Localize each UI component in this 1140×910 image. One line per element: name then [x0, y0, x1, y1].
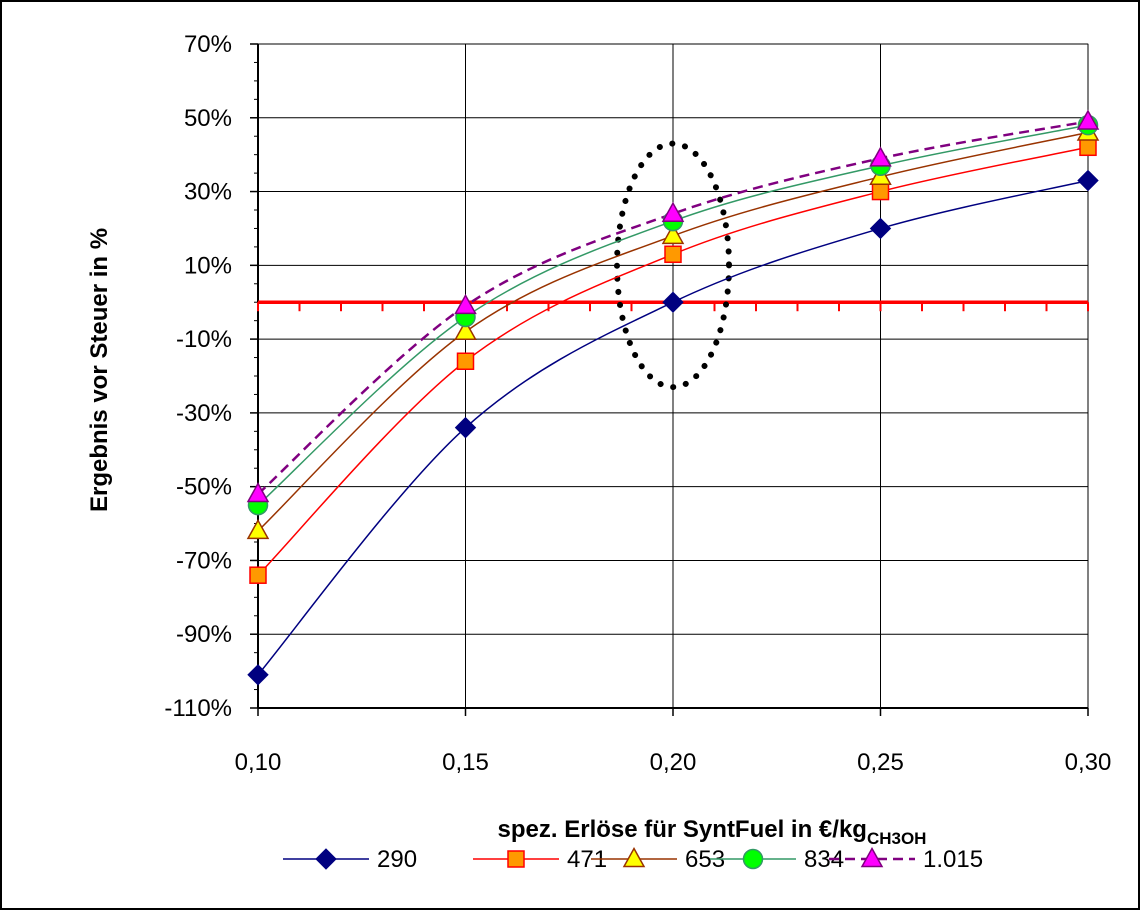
- marker-471: [249, 566, 267, 584]
- series-line-290: [257, 179, 1089, 676]
- annotation-dotted-ellipse: [614, 140, 732, 391]
- legend-item-1.015: 1.015: [829, 846, 983, 873]
- marker-290: [869, 217, 892, 240]
- legend-marker: [622, 846, 646, 868]
- marker-290: [662, 291, 684, 313]
- y-tick-label: -110%: [164, 695, 232, 722]
- legend-item-290: 290: [283, 846, 417, 873]
- legend: 290 471 653 834 1.015: [283, 846, 983, 873]
- y-tick-label: 50%: [184, 105, 232, 132]
- y-tick-label: -90%: [176, 621, 232, 648]
- legend-marker: [860, 846, 884, 868]
- marker-653: [246, 518, 270, 540]
- marker-471: [1079, 138, 1097, 157]
- x-axis-title: spez. Erlöse für SyntFuel in €/kgCH3OH: [498, 816, 927, 848]
- series-line-653: [257, 131, 1089, 532]
- y-tick-labels: -110% -90% -70% -50% -30% -10% 10% 30% 50% 70%: [164, 31, 232, 722]
- y-tick-label: 10%: [184, 252, 232, 279]
- x-tick-label: 0,10: [235, 749, 282, 776]
- marker-1.015: [661, 201, 685, 222]
- legend-marker: [315, 848, 337, 870]
- legend-label: 290: [377, 846, 417, 873]
- y-tick-label: -70%: [176, 547, 232, 574]
- marker-471: [871, 182, 890, 201]
- legend-item-653: 653: [591, 846, 725, 873]
- x-axis-title-subscript: CH3OH: [867, 829, 927, 848]
- x-tick-label: 0,30: [1065, 749, 1112, 776]
- legend-item-834: 834: [710, 846, 844, 873]
- legend-marker: [507, 850, 525, 868]
- y-axis-title: Ergebnis vor Steuer in %: [86, 228, 113, 512]
- marker-471: [664, 245, 682, 264]
- marker-1.015: [454, 293, 477, 315]
- series-line-471: [257, 146, 1089, 576]
- x-tick-labels: 0,10 0,15 0,20 0,25 0,30: [235, 749, 1112, 776]
- y-tick-label: 70%: [184, 31, 232, 58]
- marker-290: [1077, 169, 1099, 192]
- legend-label: 1.015: [923, 846, 983, 873]
- annotation-ellipse: [614, 140, 732, 391]
- marker-290: [454, 416, 477, 439]
- y-tick-label: -10%: [176, 326, 232, 353]
- marker-653: [661, 223, 685, 245]
- marker-1.015: [1076, 109, 1100, 130]
- series-markers: [246, 109, 1100, 686]
- marker-471: [456, 352, 475, 370]
- y-tick-label: -50%: [176, 474, 232, 501]
- y-tick-label: -30%: [176, 400, 232, 427]
- x-tick-label: 0,20: [650, 749, 697, 776]
- marker-653: [454, 319, 477, 340]
- x-tick-label: 0,15: [442, 749, 489, 776]
- legend-marker: [742, 848, 764, 870]
- x-axis-title-main: spez. Erlöse für SyntFuel in €/kg: [498, 816, 867, 843]
- legend-item-471: 471: [473, 846, 607, 873]
- marker-290: [247, 664, 269, 686]
- x-tick-label: 0,25: [857, 749, 904, 776]
- marker-1.015: [246, 482, 270, 503]
- marker-1.015: [869, 146, 892, 167]
- y-tick-label: 30%: [184, 179, 232, 206]
